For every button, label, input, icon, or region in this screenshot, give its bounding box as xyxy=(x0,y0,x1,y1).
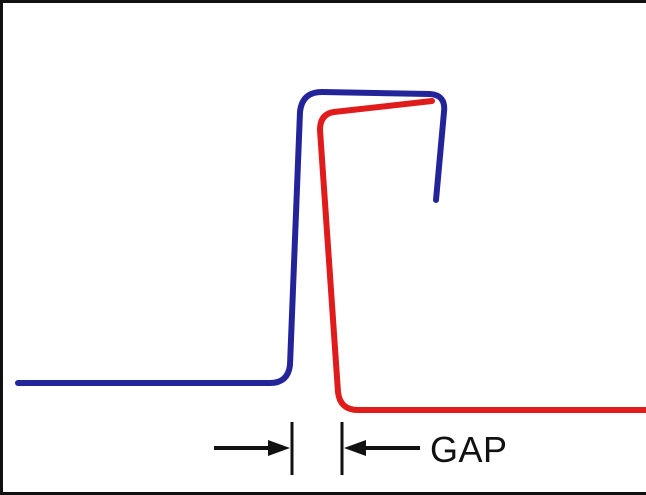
gap-left-arrow-icon xyxy=(268,440,290,456)
gap-label: GAP xyxy=(430,429,508,470)
blue-profile-line xyxy=(15,89,448,386)
gap-right-arrow-icon xyxy=(344,440,366,456)
red-profile-line xyxy=(317,98,646,413)
